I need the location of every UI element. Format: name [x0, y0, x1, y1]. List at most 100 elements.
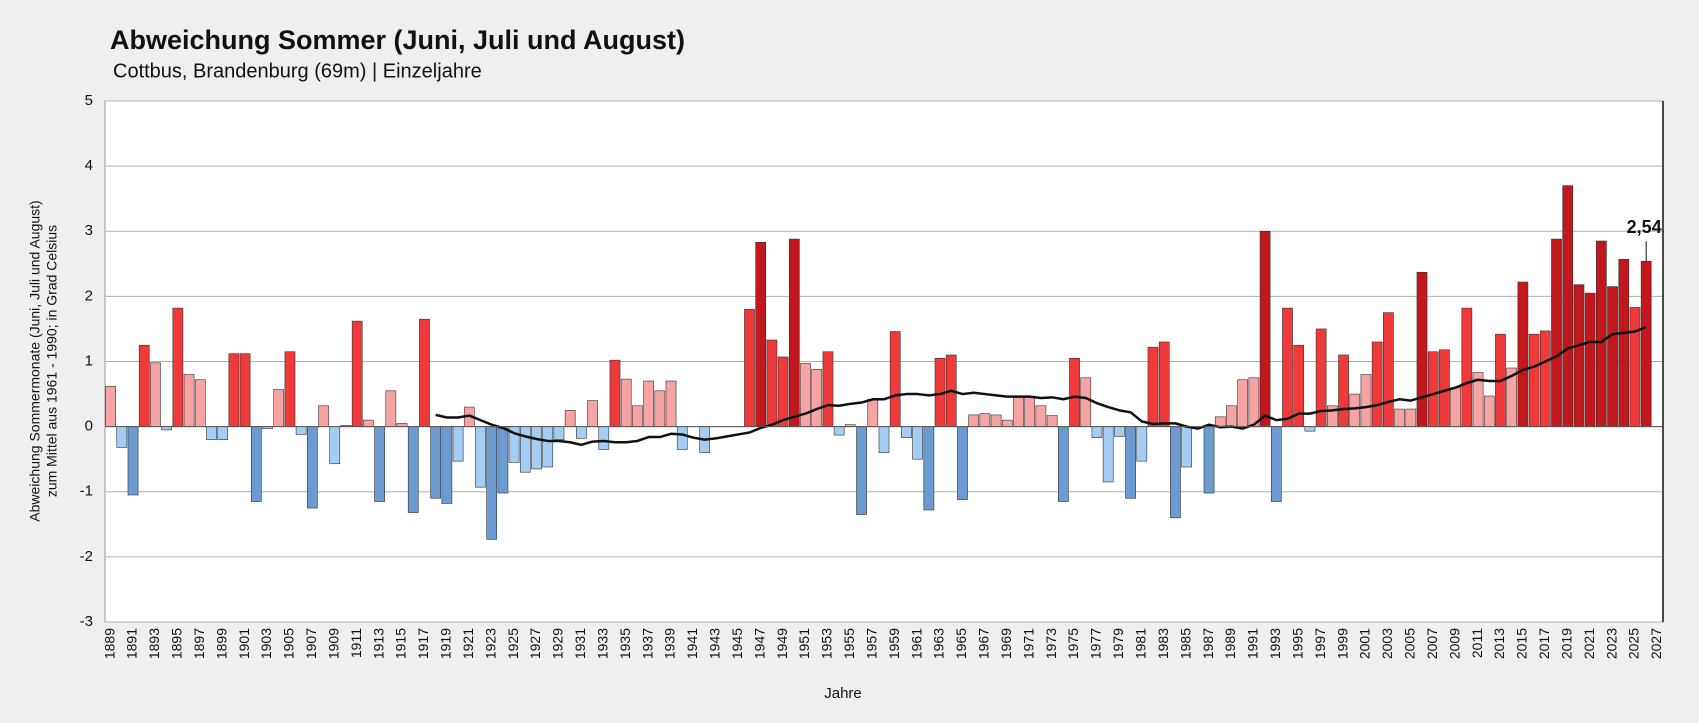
bar: [564, 410, 576, 427]
x-tick-label: 1979: [1110, 628, 1126, 659]
x-tick-label: 1957: [863, 628, 879, 659]
x-tick-label: 2011: [1469, 628, 1485, 658]
bar: [407, 426, 419, 513]
x-tick-label: 1941: [684, 628, 700, 659]
bar: [1394, 408, 1405, 427]
bar: [1573, 284, 1585, 427]
x-tick-label: 1971: [1020, 628, 1036, 659]
x-tick-label: 2013: [1491, 628, 1507, 659]
bar: [363, 419, 374, 427]
bar: [1450, 387, 1461, 427]
x-tick-label: 1999: [1334, 628, 1350, 659]
bar: [452, 426, 464, 462]
bar: [1416, 271, 1428, 427]
x-tick-label: 1961: [908, 628, 924, 659]
bar: [609, 359, 621, 427]
bar: [239, 353, 251, 427]
x-axis-label: Jahre: [824, 685, 862, 702]
x-tick-label: 1987: [1200, 628, 1216, 659]
bar: [676, 426, 688, 450]
bar: [800, 363, 811, 427]
bar: [1114, 426, 1125, 437]
bar: [1483, 395, 1495, 427]
x-tick-label: 1927: [527, 628, 543, 659]
x-tick-label: 1911: [348, 628, 364, 658]
bar: [979, 413, 991, 427]
bar: [1035, 405, 1047, 427]
x-tick-label: 1973: [1043, 628, 1059, 659]
bar: [1360, 374, 1372, 427]
bar: [475, 426, 486, 488]
bar: [811, 369, 823, 427]
bar: [867, 398, 879, 427]
bar: [833, 426, 845, 436]
bar: [1091, 426, 1103, 438]
bar: [206, 426, 217, 440]
bar: [990, 414, 1002, 427]
bar: [1629, 307, 1641, 427]
bar: [1371, 341, 1383, 427]
bar: [923, 426, 935, 511]
y-tick-label: 2: [85, 287, 93, 304]
x-tick-label: 1959: [886, 628, 902, 659]
bar: [1461, 307, 1473, 427]
bar: [1584, 292, 1596, 427]
y-tick-label: 0: [85, 418, 93, 435]
bar: [856, 426, 867, 515]
bar: [228, 353, 240, 427]
bar: [1158, 341, 1170, 427]
bar: [1596, 240, 1607, 427]
bar: [912, 426, 923, 460]
bar: [127, 426, 139, 496]
bar: [620, 378, 632, 427]
bar: [1080, 377, 1092, 427]
bar: [385, 390, 397, 427]
bar: [1349, 393, 1361, 427]
bar: [172, 307, 184, 427]
y-tick-label: -3: [80, 613, 93, 630]
y-axis-label: Abweichung Sommermonate (Juni, Juli und …: [27, 200, 43, 521]
bar: [116, 426, 128, 448]
bar: [665, 380, 677, 427]
bar: [250, 426, 262, 502]
x-tick-label: 1903: [258, 628, 274, 659]
bar: [755, 242, 767, 427]
bar: [194, 379, 206, 427]
bar: [1181, 426, 1192, 468]
x-tick-label: 2009: [1446, 628, 1462, 659]
value-label: 2,54: [1627, 217, 1662, 237]
bar: [788, 238, 800, 427]
bar: [553, 426, 565, 440]
x-tick-label: 2001: [1357, 628, 1373, 659]
chart-subtitle: Cottbus, Brandenburg (69m) | Einzeljahre: [113, 60, 482, 82]
x-tick-label: 1983: [1155, 628, 1171, 659]
x-tick-label: 1905: [281, 628, 297, 659]
x-tick-label: 1951: [796, 628, 812, 659]
x-tick-label: 1985: [1177, 628, 1193, 659]
x-tick-label: 1953: [819, 628, 835, 659]
bar: [1057, 426, 1069, 502]
x-tick-label: 1977: [1088, 628, 1104, 659]
bar: [105, 385, 116, 427]
x-tick-label: 1923: [482, 628, 498, 659]
x-tick-label: 1931: [572, 628, 588, 659]
bar: [822, 351, 834, 427]
bar: [766, 339, 778, 427]
bar: [1024, 397, 1036, 427]
bar: [587, 400, 598, 427]
bar: [1069, 357, 1080, 427]
bar: [419, 318, 430, 427]
x-tick-label: 1989: [1222, 628, 1238, 659]
x-tick-label: 1907: [303, 628, 319, 659]
x-tick-label: 1969: [998, 628, 1014, 659]
x-tick-label: 1947: [751, 628, 767, 659]
y-tick-label: -2: [80, 548, 93, 565]
bar: [1046, 415, 1058, 427]
y-tick-label: 1: [85, 352, 93, 369]
bar: [1170, 426, 1181, 519]
x-tick-label: 2003: [1379, 628, 1395, 659]
bar: [150, 362, 161, 427]
bar: [1013, 395, 1024, 427]
